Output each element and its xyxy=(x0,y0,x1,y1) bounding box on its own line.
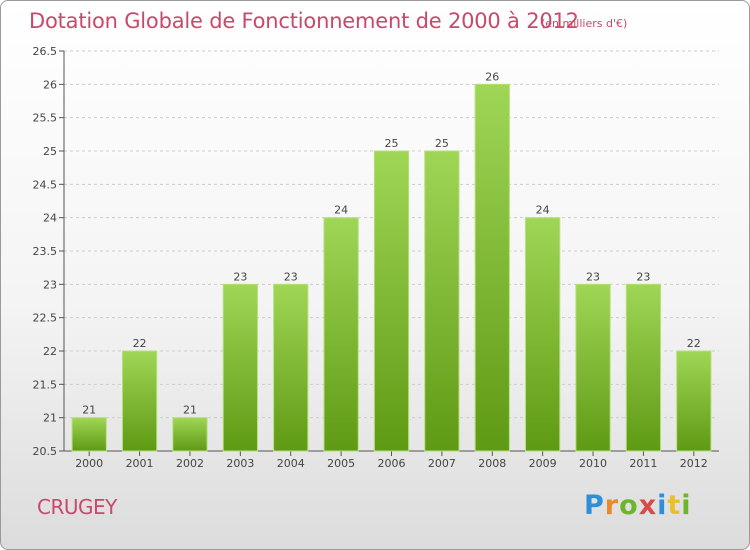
y-tick-label: 26 xyxy=(43,78,57,91)
x-tick-label: 2004 xyxy=(277,457,305,470)
y-tick-label: 23.5 xyxy=(33,245,58,258)
y-tick-labels: 20.5 21 21.5 22 22.5 23 23.5 24 24.5 25 25.5 26 26.5 xyxy=(33,45,58,458)
y-tick-label: 23 xyxy=(43,278,57,291)
x-tick-labels: 2000 2001 2002 2003 2004 2005 2006 2007 2008 2009… xyxy=(75,457,708,470)
logo-letter: t xyxy=(667,490,682,521)
x-tick-label: 2001 xyxy=(126,457,154,470)
x-tick-label: 2000 xyxy=(75,457,103,470)
chart-title: Dotation Globale de Fonctionnement de 20… xyxy=(29,9,579,33)
bar xyxy=(525,217,561,452)
bar-value-label: 23 xyxy=(284,270,298,283)
y-tick-label: 25.5 xyxy=(33,112,58,125)
bar-value-label: 21 xyxy=(82,404,96,417)
bar xyxy=(172,417,208,452)
logo-letter: i xyxy=(681,490,692,521)
bar xyxy=(424,150,460,452)
x-tick-label: 2012 xyxy=(680,457,708,470)
bar xyxy=(121,350,158,452)
y-tick-label: 21.5 xyxy=(33,378,58,391)
bar-value-label: 22 xyxy=(133,337,147,350)
x-tick-label: 2007 xyxy=(428,457,456,470)
bar xyxy=(71,417,107,452)
y-tick-label: 20.5 xyxy=(33,445,58,458)
logo-letter: o xyxy=(619,490,639,521)
bar-value-label: 23 xyxy=(586,270,600,283)
bar xyxy=(625,283,662,452)
logo-letter: i xyxy=(657,490,668,521)
bar-value-label: 23 xyxy=(636,270,650,283)
commune-name: CRUGEY xyxy=(37,495,117,519)
y-tick-label: 26.5 xyxy=(33,45,58,58)
bar-value-label: 22 xyxy=(687,337,701,350)
bar xyxy=(373,150,410,452)
bars xyxy=(71,83,712,452)
x-tick-label: 2009 xyxy=(529,457,557,470)
logo-letter: P xyxy=(584,490,605,521)
y-tick-label: 25 xyxy=(43,145,57,158)
bar-value-label: 25 xyxy=(385,137,399,150)
bar xyxy=(676,350,712,452)
bar-value-label: 24 xyxy=(334,204,348,217)
bar-value-label: 23 xyxy=(233,270,247,283)
chart-unit: (en milliers d'€) xyxy=(541,17,628,30)
x-tick-label: 2006 xyxy=(378,457,406,470)
bar-value-label: 26 xyxy=(485,70,499,83)
proxiti-logo[interactable]: Proxiti xyxy=(584,490,692,521)
logo-letter: r xyxy=(604,490,620,521)
x-tick-label: 2002 xyxy=(176,457,204,470)
bar xyxy=(474,83,510,452)
bar xyxy=(222,283,258,452)
y-tick-label: 22 xyxy=(43,345,57,358)
x-tick-label: 2003 xyxy=(226,457,254,470)
bar xyxy=(323,217,359,452)
x-tick-label: 2005 xyxy=(327,457,355,470)
bar-value-label: 24 xyxy=(536,204,550,217)
x-tick-label: 2011 xyxy=(629,457,657,470)
y-tick-label: 24 xyxy=(43,212,57,225)
logo-letter: x xyxy=(638,490,658,521)
bar-value-label: 25 xyxy=(435,137,449,150)
bar xyxy=(273,283,309,452)
bar-value-label: 21 xyxy=(183,404,197,417)
y-tick-label: 24.5 xyxy=(33,178,58,191)
x-tick-label: 2008 xyxy=(478,457,506,470)
y-tick-label: 21 xyxy=(43,412,57,425)
x-tick-label: 2010 xyxy=(579,457,607,470)
bar xyxy=(575,283,611,452)
y-tick-label: 22.5 xyxy=(33,312,58,325)
value-labels: 21 22 21 23 23 24 25 25 26 24 23 23 22 xyxy=(82,70,701,416)
